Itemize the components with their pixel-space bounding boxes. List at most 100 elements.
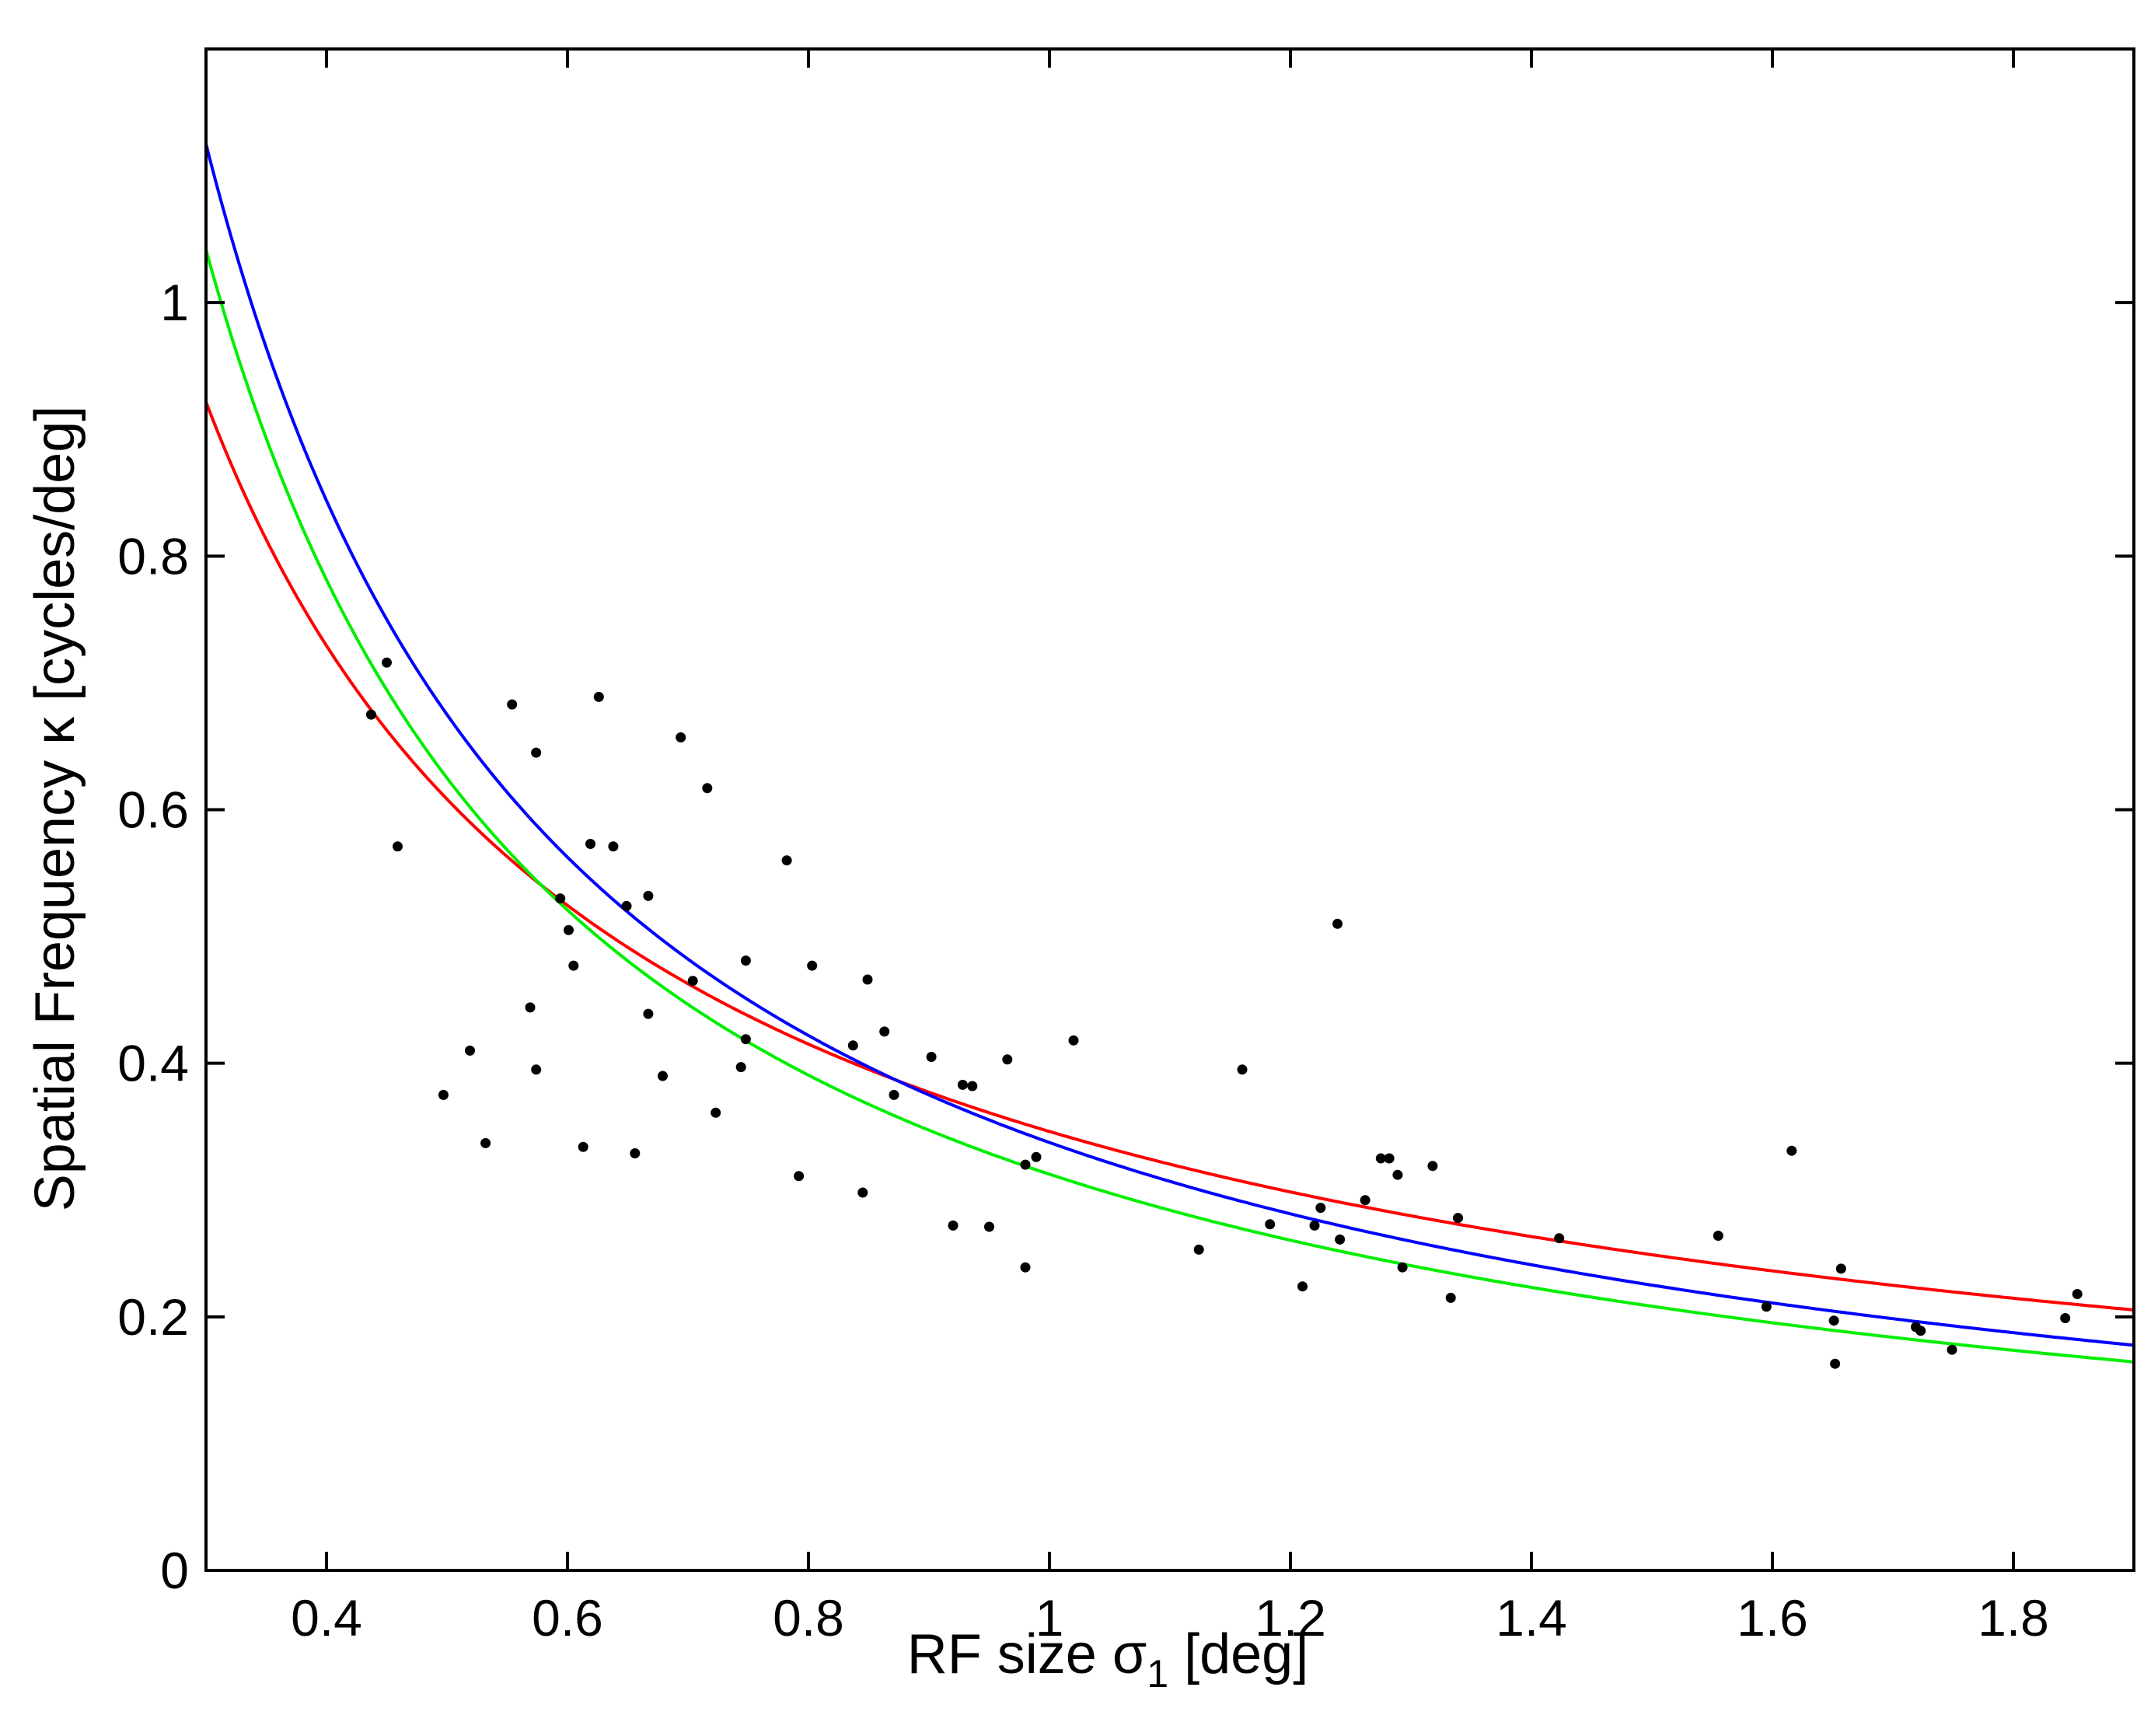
x-tick-label: 1.2 — [1255, 1589, 1326, 1647]
data-point — [2060, 1313, 2071, 1323]
data-point — [621, 900, 632, 911]
y-tick-label: 0.6 — [117, 781, 189, 839]
data-point — [465, 1045, 475, 1056]
data-point — [1786, 1145, 1797, 1156]
data-point — [740, 1034, 751, 1045]
data-point — [1068, 1035, 1079, 1046]
data-point — [643, 890, 654, 901]
y-tick-label: 0 — [160, 1542, 189, 1599]
data-point — [507, 699, 518, 710]
data-point — [365, 709, 376, 720]
x-tick-label: 1 — [1035, 1589, 1064, 1647]
y-tick-label: 1 — [160, 274, 189, 331]
data-point — [531, 1064, 542, 1075]
data-point — [643, 1008, 654, 1019]
data-point — [1384, 1153, 1395, 1164]
sigma-subscript: 1 — [1147, 1652, 1168, 1696]
x-tick-label: 1.4 — [1496, 1589, 1567, 1647]
data-point — [1332, 918, 1343, 929]
data-point — [1193, 1244, 1204, 1255]
data-point — [781, 855, 792, 866]
y-axis-label: Spatial Frequency κ [cycles/deg] — [24, 406, 86, 1212]
data-point — [480, 1137, 491, 1148]
data-point — [794, 1171, 805, 1182]
y-tick-label: 0.2 — [117, 1288, 189, 1346]
data-point — [1397, 1262, 1408, 1273]
x-axis-label: RF size σ1 [deg] — [907, 1623, 1308, 1696]
data-point — [957, 1079, 968, 1090]
data-point — [1031, 1151, 1042, 1162]
data-point — [393, 841, 403, 852]
data-point — [1020, 1159, 1031, 1170]
data-point — [1020, 1262, 1031, 1273]
fit-curve-0 — [204, 401, 2135, 1312]
x-axis-label-suffix: [deg] — [1168, 1623, 1308, 1685]
plot-area — [206, 49, 2134, 1570]
y-tick-label: 0.8 — [117, 527, 189, 585]
data-point — [525, 1002, 536, 1013]
data-point — [948, 1220, 959, 1231]
data-point — [847, 1040, 858, 1051]
data-point — [676, 732, 686, 742]
x-tick-label: 0.8 — [773, 1589, 844, 1647]
fit-curve-1 — [204, 143, 2135, 1347]
sigma-symbol: σ — [1112, 1623, 1147, 1685]
data-point — [438, 1089, 449, 1100]
data-point — [1830, 1358, 1841, 1369]
data-points — [365, 657, 2083, 1369]
data-point — [889, 1089, 899, 1100]
y-axis-ticks: 0 0.2 0.4 0.6 0.8 1 — [117, 274, 2134, 1599]
data-point — [585, 839, 595, 849]
data-point — [1427, 1161, 1438, 1172]
x-tick-label: 0.6 — [532, 1589, 603, 1647]
data-point — [555, 893, 566, 904]
data-point — [740, 955, 751, 966]
data-point — [1915, 1326, 1926, 1336]
data-point — [1713, 1231, 1723, 1241]
data-point — [1445, 1292, 1456, 1303]
data-point — [1237, 1064, 1248, 1075]
data-point — [984, 1221, 994, 1232]
data-point — [862, 974, 873, 985]
data-point — [382, 657, 392, 668]
data-point — [531, 747, 542, 758]
data-point — [687, 976, 698, 987]
data-point — [658, 1071, 668, 1081]
data-point — [702, 783, 713, 794]
data-point — [1761, 1301, 1772, 1312]
data-point — [1265, 1219, 1276, 1230]
data-point — [857, 1187, 868, 1198]
data-point — [1828, 1315, 1839, 1326]
x-axis-label-prefix: RF size — [907, 1623, 1112, 1685]
data-point — [1297, 1281, 1308, 1292]
data-point — [630, 1148, 641, 1158]
data-point — [1554, 1233, 1565, 1244]
data-point — [1947, 1344, 1957, 1355]
data-point — [926, 1052, 937, 1062]
x-axis-ticks: 0.4 0.6 0.8 1 1.2 1.4 1.6 1.8 — [291, 49, 2049, 1647]
data-point — [568, 960, 579, 971]
data-point — [564, 924, 574, 935]
data-point — [1453, 1213, 1463, 1224]
data-point — [1392, 1169, 1403, 1180]
data-point — [593, 691, 604, 702]
fit-curve-2 — [204, 249, 2135, 1364]
data-point — [2072, 1289, 2083, 1299]
x-tick-label: 1.6 — [1737, 1589, 1808, 1647]
x-tick-label: 0.4 — [291, 1589, 362, 1647]
fit-curves — [204, 143, 2135, 1364]
y-tick-label: 0.4 — [117, 1035, 189, 1092]
data-point — [807, 960, 818, 971]
data-point — [578, 1141, 588, 1152]
data-point — [1335, 1234, 1346, 1245]
data-point — [1375, 1153, 1386, 1164]
data-point — [735, 1062, 746, 1073]
data-point — [608, 841, 619, 852]
x-tick-label: 1.8 — [1978, 1589, 2049, 1647]
data-point — [967, 1081, 978, 1092]
data-point — [1309, 1220, 1320, 1231]
data-point — [1002, 1054, 1013, 1065]
data-point — [1835, 1263, 1846, 1274]
data-point — [711, 1107, 721, 1118]
